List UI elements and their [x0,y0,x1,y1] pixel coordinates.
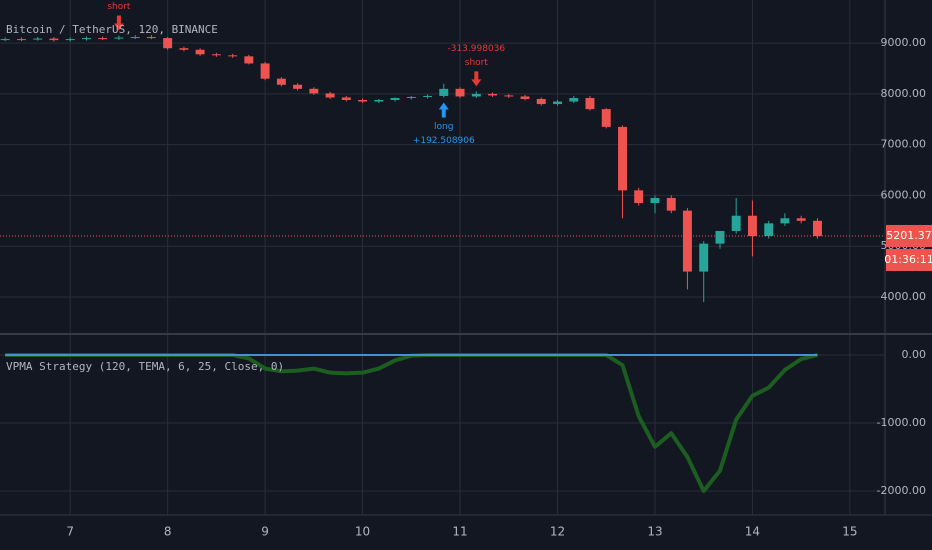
x-tick-label: 9 [261,525,269,539]
candle-body [650,197,660,204]
candle-body [244,56,254,64]
candle-body [504,95,514,97]
candle-body [682,210,692,272]
candle-body [228,55,238,57]
signal-pnl: -313.998036 [447,44,505,54]
x-tick-label: 7 [66,525,74,539]
candle-body [0,39,10,41]
candle-body [114,37,124,39]
candle-body [553,101,562,105]
y-tick-label: -1000.00 [877,416,926,429]
candle-body [16,39,26,41]
signal-label: short [107,2,131,12]
candle-body [536,98,546,105]
last-price-label: 5201.37 [886,229,932,242]
candle-body [65,39,75,41]
candle-body [796,218,806,221]
countdown-box [886,248,932,271]
candle-body [81,38,91,40]
candle-body [211,54,221,56]
y-tick-label: 0.00 [902,348,927,361]
x-tick-label: 8 [164,525,172,539]
candle-body [49,38,59,41]
symbol-title: Bitcoin / TetherUS, 120, BINANCE [6,23,218,36]
plot [0,15,885,493]
candle-body [666,197,676,211]
y-tick-label: 8000.00 [881,87,927,100]
candle-body [618,126,627,191]
candle-body [179,48,189,50]
candle-body [309,88,319,94]
candle-body [98,38,108,40]
y-tick-label: -2000.00 [877,484,926,497]
candle-body [33,38,43,40]
y-tick-label: 9000.00 [881,36,927,49]
x-tick-label: 12 [550,525,565,539]
candle-body [780,218,790,224]
y-tick-label: 7000.00 [881,138,927,151]
labels: Bitcoin / TetherUS, 120, BINANCE VPMA St… [6,2,932,539]
candle-body [699,243,709,272]
candle-body [260,63,270,79]
candle-body [130,37,140,39]
candle-body [163,38,173,49]
x-tick-label: 10 [355,525,370,539]
candle-body [715,230,725,244]
x-tick-label: 15 [842,525,857,539]
y-tick-label: 4000.00 [881,290,927,303]
candle-body [341,97,351,101]
candle-body [455,88,465,97]
candle-body [146,37,156,39]
signal-label: long [434,122,453,132]
short-arrow [113,15,124,31]
indicator-title: VPMA Strategy (120, TEMA, 6, 25, Close, … [6,360,284,373]
candle-body [585,97,595,110]
candle-body [731,215,741,231]
x-tick-label: 11 [452,525,467,539]
candle-body [276,78,286,85]
candle-body [747,215,757,237]
candle-body [601,109,611,127]
candle-body [293,84,303,89]
short-arrow [471,71,482,87]
candle-body [520,96,530,99]
long-arrow [438,102,449,118]
candle-body [406,96,416,98]
candle-body [634,190,644,204]
candle-body [488,93,497,96]
countdown-label: 01:36:11 [884,253,932,266]
x-tick-label: 14 [745,525,760,539]
x-tick-label: 13 [647,525,662,539]
signal-pnl: +192.508906 [413,136,475,146]
candle-body [764,223,774,237]
candle-body [390,97,400,101]
candle-body [812,220,822,237]
y-tick-label: 6000.00 [881,188,927,201]
candle-body [471,93,481,97]
signal-label: short [465,58,489,68]
candle-body [439,88,449,96]
candle-body [423,95,433,97]
candle-body [325,93,335,98]
candle-body [195,49,205,55]
candle-body [358,100,368,102]
grid [0,0,885,515]
candle-body [569,97,579,102]
last-price-box [886,224,932,247]
candle-body [374,100,384,102]
